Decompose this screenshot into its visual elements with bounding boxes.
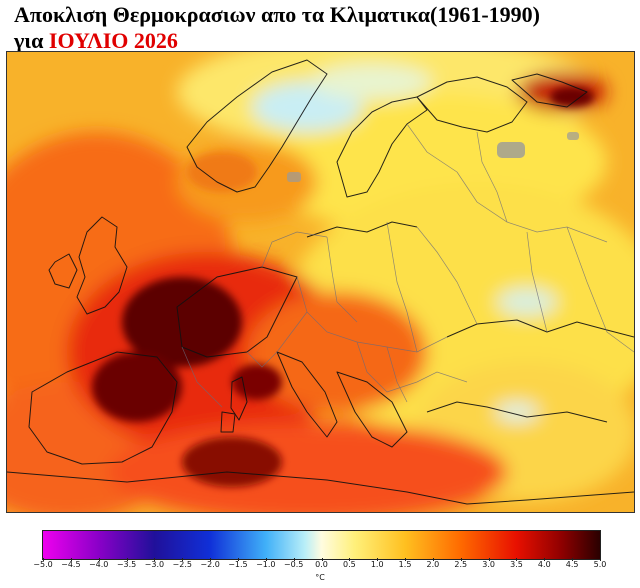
colorbar-tick-mark xyxy=(488,558,490,561)
colorbar-tick-label: 3.5 xyxy=(510,560,523,569)
colorbar-tick-label: −3.5 xyxy=(116,560,137,569)
colorbar-tick-mark xyxy=(154,558,156,561)
colorbar-tick-mark xyxy=(544,558,546,561)
colorbar-tick-mark xyxy=(600,558,601,561)
colorbar-tick-label: 0.5 xyxy=(342,560,356,569)
colorbar-tick-label: −4.5 xyxy=(61,560,81,569)
colorbar-tick-label: 4.0 xyxy=(537,560,551,569)
colorbar-gradient xyxy=(43,531,600,559)
colorbar-tick-mark xyxy=(70,558,72,561)
colorbar-tick-label: −1.0 xyxy=(256,560,276,569)
subtitle-month: ΙΟΥΛΙΟ 2026 xyxy=(48,28,178,53)
subtitle-prefix: για xyxy=(14,28,44,53)
colorbar-tick-mark xyxy=(293,558,295,561)
colorbar-tick-mark xyxy=(210,558,212,561)
colorbar-tick-mark xyxy=(265,558,267,561)
colorbar-tick-label: 0.0 xyxy=(315,560,328,569)
colorbar-tick-label: −3.0 xyxy=(144,560,165,569)
colorbar xyxy=(42,530,601,560)
colorbar-tick-label: 2.5 xyxy=(454,560,468,569)
colorbar-tick-mark xyxy=(98,558,100,561)
colorbar-tick-mark xyxy=(405,558,407,561)
colorbar-tick-label: 5.0 xyxy=(593,560,607,569)
colorbar-tick-label: 3.0 xyxy=(482,560,495,569)
colorbar-tick-label: −2.0 xyxy=(200,560,220,569)
colorbar-unit: °C xyxy=(315,573,325,582)
colorbar-tick-label: 4.5 xyxy=(565,560,579,569)
map-title: Αποκλιση Θερμοκρασιων απο τα Κλιματικα(1… xyxy=(14,2,541,27)
colorbar-ticks: −5.0 −4.5 −4.0 −3.5 −3.0 −2.5 −2.0 −1.5 −1.0 −0.5… xyxy=(0,558,640,574)
colorbar-tick-label: −4.0 xyxy=(88,560,109,569)
anomaly-map xyxy=(6,51,635,513)
colorbar-tick-mark xyxy=(432,558,434,561)
colorbar-tick-mark xyxy=(182,558,184,561)
colorbar-tick-mark xyxy=(349,558,351,561)
anomaly-map-graphic xyxy=(7,52,634,512)
colorbar-tick-label: −1.5 xyxy=(228,560,248,569)
colorbar-tick-label: −5.0 xyxy=(33,560,53,569)
map-subtitle: για ΙΟΥΛΙΟ 2026 xyxy=(14,28,178,54)
colorbar-tick-label: −2.5 xyxy=(172,560,192,569)
colorbar-tick-mark xyxy=(126,558,128,561)
colorbar-tick-label: −0.5 xyxy=(283,560,304,569)
colorbar-tick-mark xyxy=(321,558,323,561)
colorbar-tick-mark xyxy=(43,558,44,561)
colorbar-tick-mark xyxy=(572,558,574,561)
colorbar-tick-mark xyxy=(377,558,379,561)
colorbar-tick-label: 2.0 xyxy=(426,560,440,569)
colorbar-tick-mark xyxy=(237,558,239,561)
colorbar-tick-label: 1.5 xyxy=(398,560,412,569)
colorbar-tick-mark xyxy=(516,558,518,561)
colorbar-tick-label: 1.0 xyxy=(370,560,384,569)
colorbar-tick-mark xyxy=(460,558,462,561)
